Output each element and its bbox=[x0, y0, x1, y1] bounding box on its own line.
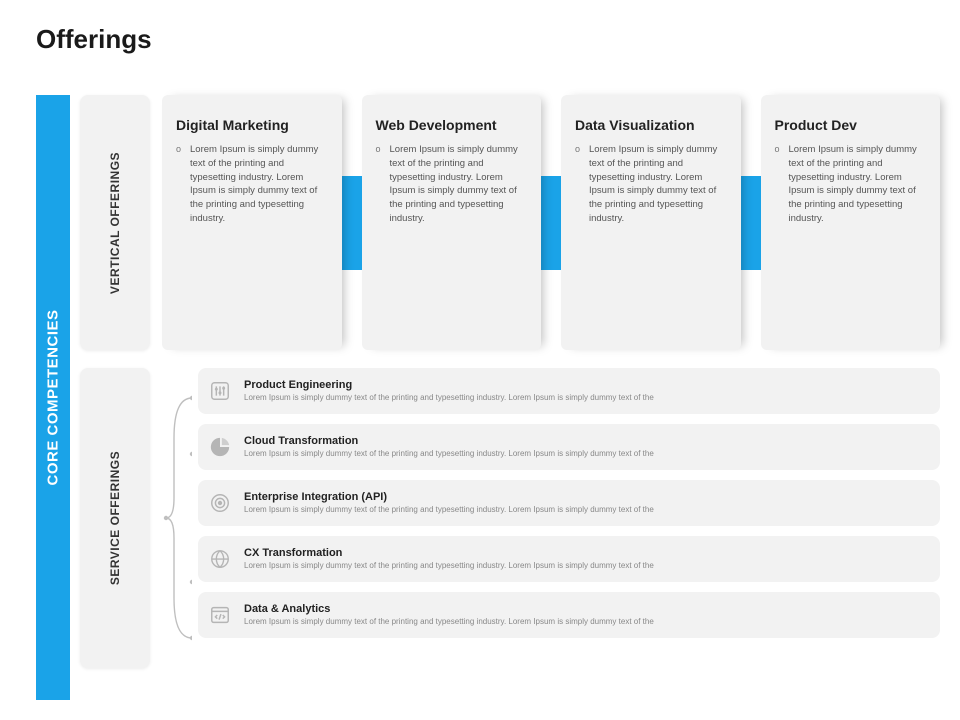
service-item-desc: Lorem Ipsum is simply dummy text of the … bbox=[244, 505, 926, 515]
service-item: Enterprise Integration (API) Lorem Ipsum… bbox=[198, 480, 940, 526]
service-item-desc: Lorem Ipsum is simply dummy text of the … bbox=[244, 561, 926, 571]
piechart-icon bbox=[208, 435, 232, 459]
offer-card-title: Digital Marketing bbox=[176, 117, 328, 133]
service-item-desc: Lorem Ipsum is simply dummy text of the … bbox=[244, 393, 926, 403]
offer-card: Web Development Lorem Ipsum is simply du… bbox=[362, 95, 542, 350]
offer-card: Digital Marketing Lorem Ipsum is simply … bbox=[162, 95, 342, 350]
globe-icon bbox=[208, 547, 232, 571]
sliders-icon bbox=[208, 379, 232, 403]
vertical-offerings-label-card: VERTICAL OFFERINGS bbox=[80, 95, 150, 350]
service-item: CX Transformation Lorem Ipsum is simply … bbox=[198, 536, 940, 582]
service-item-title: Product Engineering bbox=[244, 379, 926, 391]
service-item-title: CX Transformation bbox=[244, 547, 926, 559]
offer-card: Product Dev Lorem Ipsum is simply dummy … bbox=[761, 95, 941, 350]
service-list-wrap: Product Engineering Lorem Ipsum is simpl… bbox=[162, 368, 940, 668]
offer-card-body: Lorem Ipsum is simply dummy text of the … bbox=[775, 143, 927, 226]
target-icon bbox=[208, 491, 232, 515]
connector-bracket bbox=[162, 378, 192, 658]
layout: CORE COMPETENCIES VERTICAL OFFERINGS Dig… bbox=[36, 95, 940, 700]
vertical-offerings-label: VERTICAL OFFERINGS bbox=[108, 151, 122, 293]
core-competencies-label: CORE COMPETENCIES bbox=[45, 309, 62, 485]
service-item-title: Enterprise Integration (API) bbox=[244, 491, 926, 503]
service-item-title: Cloud Transformation bbox=[244, 435, 926, 447]
service-item-desc: Lorem Ipsum is simply dummy text of the … bbox=[244, 617, 926, 627]
service-item-desc: Lorem Ipsum is simply dummy text of the … bbox=[244, 449, 926, 459]
offer-card-body: Lorem Ipsum is simply dummy text of the … bbox=[575, 143, 727, 226]
code-icon bbox=[208, 603, 232, 627]
offer-card-title: Data Visualization bbox=[575, 117, 727, 133]
core-competencies-bar: CORE COMPETENCIES bbox=[36, 95, 70, 700]
service-offerings-label-card: SERVICE OFFERINGS bbox=[80, 368, 150, 668]
service-offerings-label: SERVICE OFFERINGS bbox=[108, 451, 122, 585]
offer-cards-wrap: Digital Marketing Lorem Ipsum is simply … bbox=[162, 95, 940, 350]
offer-card-body: Lorem Ipsum is simply dummy text of the … bbox=[176, 143, 328, 226]
service-item-title: Data & Analytics bbox=[244, 603, 926, 615]
offer-card-title: Product Dev bbox=[775, 117, 927, 133]
service-offerings-row: SERVICE OFFERINGS bbox=[80, 368, 940, 700]
service-item: Cloud Transformation Lorem Ipsum is simp… bbox=[198, 424, 940, 470]
offer-card-title: Web Development bbox=[376, 117, 528, 133]
page-title: Offerings bbox=[0, 0, 960, 55]
service-item: Product Engineering Lorem Ipsum is simpl… bbox=[198, 368, 940, 414]
service-item: Data & Analytics Lorem Ipsum is simply d… bbox=[198, 592, 940, 638]
right-column: VERTICAL OFFERINGS Digital Marketing Lor… bbox=[80, 95, 940, 700]
offer-card: Data Visualization Lorem Ipsum is simply… bbox=[561, 95, 741, 350]
service-list: Product Engineering Lorem Ipsum is simpl… bbox=[198, 368, 940, 638]
offer-card-body: Lorem Ipsum is simply dummy text of the … bbox=[376, 143, 528, 226]
vertical-offerings-row: VERTICAL OFFERINGS Digital Marketing Lor… bbox=[80, 95, 940, 350]
